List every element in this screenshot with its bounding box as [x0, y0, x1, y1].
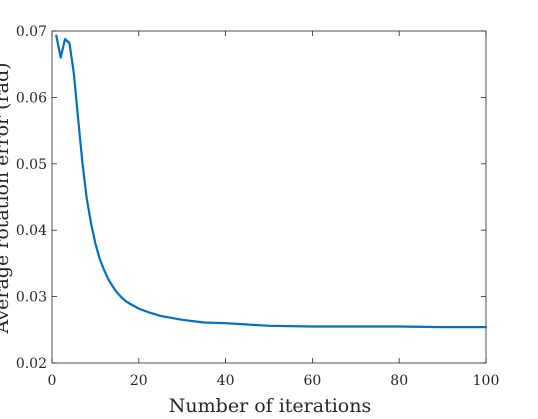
x-axis: 0 20 40 60 80 100: [48, 31, 500, 389]
x-tick-label: 100: [473, 373, 500, 389]
x-tick-label: 20: [130, 373, 148, 389]
y-tick-label: 0.03: [16, 290, 47, 306]
x-axis-title: Number of iterations: [169, 395, 371, 417]
x-tick-label: 0: [48, 373, 57, 389]
y-tick-label: 0.07: [16, 24, 47, 40]
y-axis: 0.02 0.03 0.04 0.05 0.06 0.07: [16, 24, 486, 372]
plot-box: [51, 30, 487, 364]
plot-frame: [51, 30, 487, 364]
x-tick-label: 80: [390, 373, 408, 389]
x-tick-label: 40: [217, 373, 235, 389]
y-tick-label: 0.02: [16, 356, 47, 372]
y-tick-label: 0.04: [16, 223, 47, 239]
x-tick-label: 60: [303, 373, 321, 389]
y-tick-label: 0.05: [16, 157, 47, 173]
y-axis-title: Average rotation error (rad): [0, 62, 13, 334]
y-tick-label: 0.06: [16, 90, 47, 106]
series-layer: [55, 34, 488, 329]
series-line-0: [55, 34, 488, 329]
